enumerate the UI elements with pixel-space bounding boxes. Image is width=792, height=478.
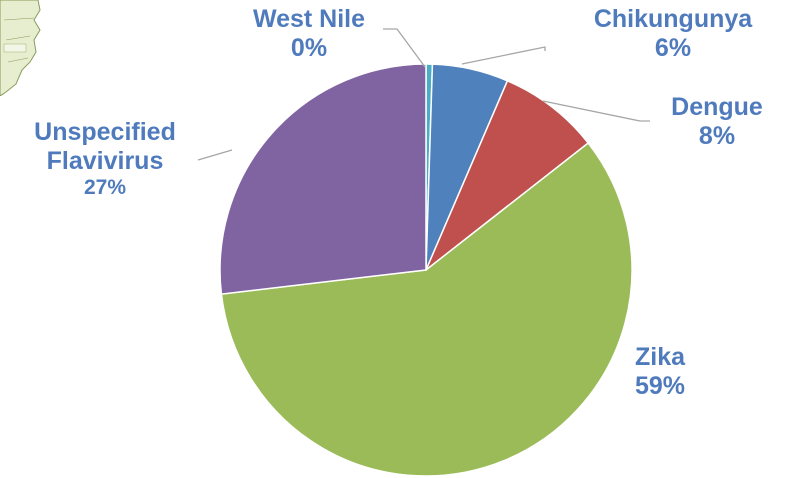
map-fragment-image (0, 0, 41, 96)
label-zika-percent: 59% (634, 371, 686, 400)
label-chikungunya: Chikungunya 6% (560, 5, 786, 63)
label-zika-name: Zika (634, 343, 686, 371)
pie-slice-dengue (425, 79, 590, 271)
label-dengue-percent: 8% (698, 121, 736, 150)
leader-line-west-nile (383, 28, 426, 68)
label-unspecified-percent: 27% (83, 175, 127, 199)
pie-slice-zika (220, 141, 633, 477)
pie-slices (219, 63, 633, 477)
label-unspecified-name-line1: Unspecified (34, 118, 176, 146)
label-west-nile-name: West Nile (252, 5, 366, 33)
label-unspecified-name-line2: Flavivirus (46, 146, 164, 175)
label-zika: Zika 59% (610, 343, 710, 401)
label-west-nile: West Nile 0% (234, 5, 384, 63)
label-chikungunya-name: Chikungunya (593, 5, 753, 33)
label-chikungunya-percent: 6% (654, 33, 692, 62)
leader-line-dengue (542, 100, 650, 122)
leader-line-chikungunya (461, 46, 546, 65)
map-county-label-box (3, 43, 27, 53)
label-dengue: Dengue 8% (650, 93, 784, 151)
map-county-line (3, 17, 35, 63)
leader-line-unspecified (197, 149, 233, 161)
label-dengue-name: Dengue (671, 93, 763, 121)
label-unspecified-flavivirus: Unspecified Flavivirus 27% (10, 118, 200, 200)
pie-slice-unspecified-flavivirus (219, 63, 427, 295)
leader-lines (197, 28, 650, 161)
label-west-nile-percent: 0% (290, 33, 328, 62)
